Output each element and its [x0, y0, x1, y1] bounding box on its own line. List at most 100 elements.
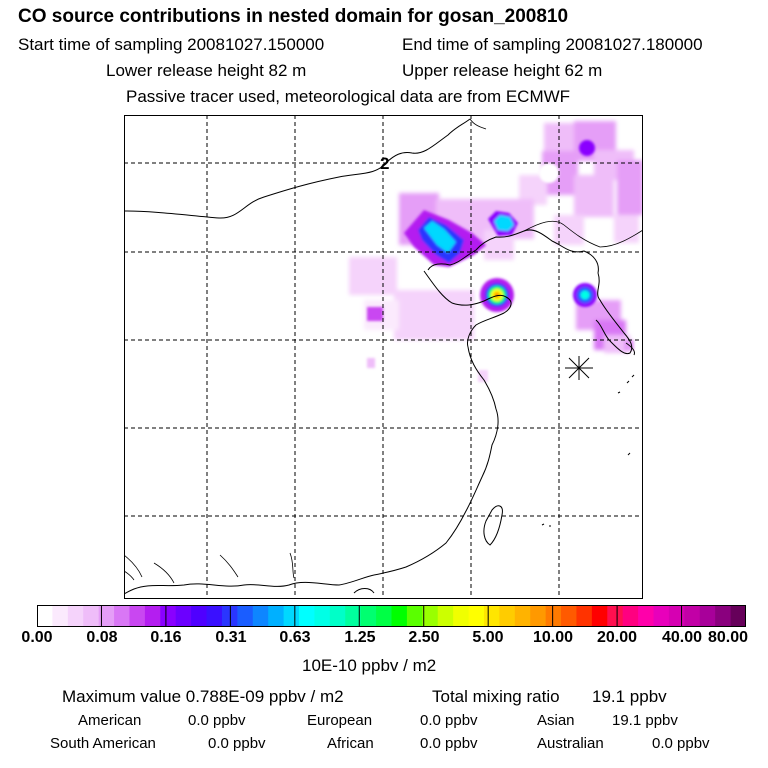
coastline-korea: [595, 272, 633, 355]
colorbar-cell: [545, 605, 562, 627]
colorbar-cell: [144, 605, 161, 627]
colorbar-cell: [98, 605, 115, 627]
colorbar-unit-label: 10E-10 ppbv / m2: [302, 656, 437, 675]
coastline-shandong: [423, 270, 512, 348]
total-mixing-ratio-label: Total mixing ratio: [432, 687, 560, 706]
taiwan: [483, 505, 503, 546]
colorbar-cell: [206, 605, 223, 627]
region-value: 0.0 ppbv: [420, 735, 478, 752]
japan-kyushu: [625, 342, 635, 356]
start-time-label: Start time of sampling 20081027.150000: [18, 35, 325, 54]
coastline-south-china: [124, 574, 375, 595]
region-name: African: [327, 735, 374, 752]
plume-gap: [539, 163, 559, 183]
colorbar-cell: [67, 605, 84, 627]
colorbar-cell: [252, 605, 269, 627]
maximum-value-label: Maximum value 0.788E-09 ppbv / m2: [62, 687, 344, 706]
colorbar-tick-label: 0.63: [279, 629, 311, 646]
tracer-info-label: Passive tracer used, meteorological data…: [126, 87, 571, 106]
colorbar-tick-label: 40.00: [661, 629, 703, 646]
colorbar-tick-marks: [100, 605, 683, 627]
plume-layer: [349, 121, 643, 382]
colorbar-cell: [191, 605, 208, 627]
colorbar-cell: [514, 605, 531, 627]
colorbar-cell: [299, 605, 316, 627]
colorbar-cell: [483, 605, 500, 627]
colorbar-cell: [499, 605, 516, 627]
colorbar-cell: [591, 605, 608, 627]
region-value: 0.0 ppbv: [420, 712, 478, 729]
colorbar-cell: [638, 605, 655, 627]
colorbar-cell: [37, 605, 54, 627]
border-china-korea: [523, 220, 643, 248]
colorbar-cell: [468, 605, 485, 627]
colorbar-cell: [376, 605, 393, 627]
border-china-mongolia: [469, 118, 487, 130]
colorbar-cell: [437, 605, 454, 627]
colorbar: [37, 605, 746, 627]
colorbar-cell: [360, 605, 377, 627]
plume-manchuria: [519, 121, 643, 245]
region-value: 0.0 ppbv: [208, 735, 266, 752]
region-value: 0.0 ppbv: [188, 712, 246, 729]
colorbar-cell: [576, 605, 593, 627]
colorbar-tick-label: 0.31: [215, 629, 247, 646]
colorbar-cell: [83, 605, 100, 627]
colorbar-cell: [391, 605, 408, 627]
colorbar-tick-label: 0.00: [21, 629, 53, 646]
region-name: American: [78, 712, 142, 729]
colorbar-tick-label: 1.25: [344, 629, 376, 646]
colorbar-cell: [653, 605, 670, 627]
map-panel: 2: [124, 115, 643, 599]
colorbar-tick-label: 2.50: [408, 629, 440, 646]
colorbar-tick-label: 80.00: [707, 629, 749, 646]
plume-manchuria-core: [579, 140, 595, 156]
colorbar-tick-label: 5.00: [472, 629, 504, 646]
colorbar-tick-label: 20.00: [596, 629, 638, 646]
region-name: European: [307, 712, 373, 729]
colorbar-cell: [715, 605, 732, 627]
colorbar-tick-label: 0.08: [86, 629, 118, 646]
colorbar-frame: [37, 605, 746, 627]
colorbar-cell: [699, 605, 716, 627]
coastline-north: [124, 118, 471, 219]
colorbar-cell: [329, 605, 346, 627]
colorbar-cell: [114, 605, 131, 627]
colorbar-tick-label: 10.00: [532, 629, 574, 646]
country-borders: [124, 118, 643, 584]
upper-release-label: Upper release height 62 m: [402, 61, 603, 80]
coastline-east-china: [373, 346, 499, 576]
region-name: South American: [50, 735, 156, 752]
colorbar-cell: [406, 605, 423, 627]
colorbar-cell: [453, 605, 470, 627]
colorbar-cells: [37, 605, 746, 627]
map-frame: [124, 115, 643, 599]
colorbar-cell: [607, 605, 624, 627]
plume-seoul-core: [573, 283, 597, 307]
end-time-label: End time of sampling 20081027.180000: [402, 35, 703, 54]
receptor-star-icon: [565, 356, 593, 380]
hainan: [353, 588, 375, 594]
chart-title: CO source contributions in nested domain…: [18, 6, 569, 27]
islands: [541, 374, 635, 527]
colorbar-cell: [175, 605, 192, 627]
colorbar-cell: [52, 605, 69, 627]
colorbar-cell: [561, 605, 578, 627]
border-southwest: [124, 552, 295, 584]
colorbar-cell: [668, 605, 685, 627]
region-name: Asian: [537, 712, 575, 729]
colorbar-cell: [283, 605, 300, 627]
colorbar-cell: [422, 605, 439, 627]
total-mixing-ratio-value: 19.1 ppbv: [592, 687, 667, 706]
plume-seoul: [576, 300, 630, 353]
region-value: 19.1 ppbv: [612, 712, 678, 729]
plume-tianjin-east: [488, 211, 518, 236]
colorbar-cell: [622, 605, 639, 627]
plume-shandong-hotspot: [480, 278, 514, 312]
colorbar-cell: [730, 605, 746, 627]
colorbar-cell: [129, 605, 146, 627]
colorbar-cell: [314, 605, 331, 627]
colorbar-cell: [345, 605, 362, 627]
colorbar-tick-label: 0.16: [150, 629, 182, 646]
region-name: Australian: [537, 735, 604, 752]
